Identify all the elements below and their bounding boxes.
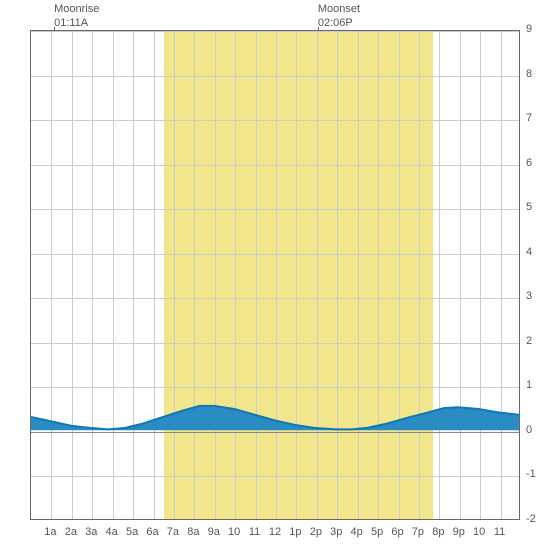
y-tick-label: -1 xyxy=(526,468,536,480)
moonset-time: 02:06P xyxy=(318,17,353,29)
moonset-label: Moonset 02:06P xyxy=(318,2,360,31)
moonset-title: Moonset xyxy=(318,3,360,15)
y-tick-label: 5 xyxy=(526,201,532,213)
x-tick-label: 8a xyxy=(187,526,199,538)
y-tick-label: 3 xyxy=(526,290,532,302)
x-tick-label: 8p xyxy=(432,526,444,538)
x-tick-label: 2a xyxy=(65,526,77,538)
y-tick-label: 9 xyxy=(526,23,532,35)
x-tick-label: 7a xyxy=(167,526,179,538)
y-tick-label: 0 xyxy=(526,424,532,436)
x-tick-label: 3a xyxy=(85,526,97,538)
y-tick-label: 4 xyxy=(526,246,532,258)
y-tick-label: 1 xyxy=(526,379,532,391)
x-tick-label: 5a xyxy=(126,526,138,538)
x-tick-label: 10 xyxy=(473,526,485,538)
x-tick-label: 6a xyxy=(146,526,158,538)
y-tick-label: 6 xyxy=(526,157,532,169)
y-tick-label: 2 xyxy=(526,335,532,347)
x-tick-label: 7p xyxy=(412,526,424,538)
y-tick-label: 7 xyxy=(526,112,532,124)
x-tick-label: 9a xyxy=(208,526,220,538)
tide-curve xyxy=(31,31,519,519)
x-tick-label: 4p xyxy=(351,526,363,538)
x-tick-label: 1p xyxy=(289,526,301,538)
x-tick-label: 11 xyxy=(249,526,260,538)
y-tick-label: 8 xyxy=(526,68,532,80)
x-tick-label: 9p xyxy=(453,526,465,538)
x-tick-label: 1a xyxy=(44,526,56,538)
x-tick-label: 6p xyxy=(391,526,403,538)
x-tick-label: 10 xyxy=(228,526,240,538)
y-tick-label: -2 xyxy=(526,513,536,525)
tide-chart xyxy=(30,30,520,520)
x-tick-label: 12 xyxy=(269,526,281,538)
moonrise-time: 01:11A xyxy=(54,17,88,29)
x-tick-label: 3p xyxy=(330,526,342,538)
x-tick-label: 5p xyxy=(371,526,383,538)
tide-fill xyxy=(31,406,519,430)
x-tick-label: 4a xyxy=(106,526,118,538)
x-tick-label: 2p xyxy=(310,526,322,538)
moonrise-label: Moonrise 01:11A xyxy=(54,2,99,31)
moonrise-title: Moonrise xyxy=(54,3,99,15)
x-tick-label: 11 xyxy=(494,526,505,538)
